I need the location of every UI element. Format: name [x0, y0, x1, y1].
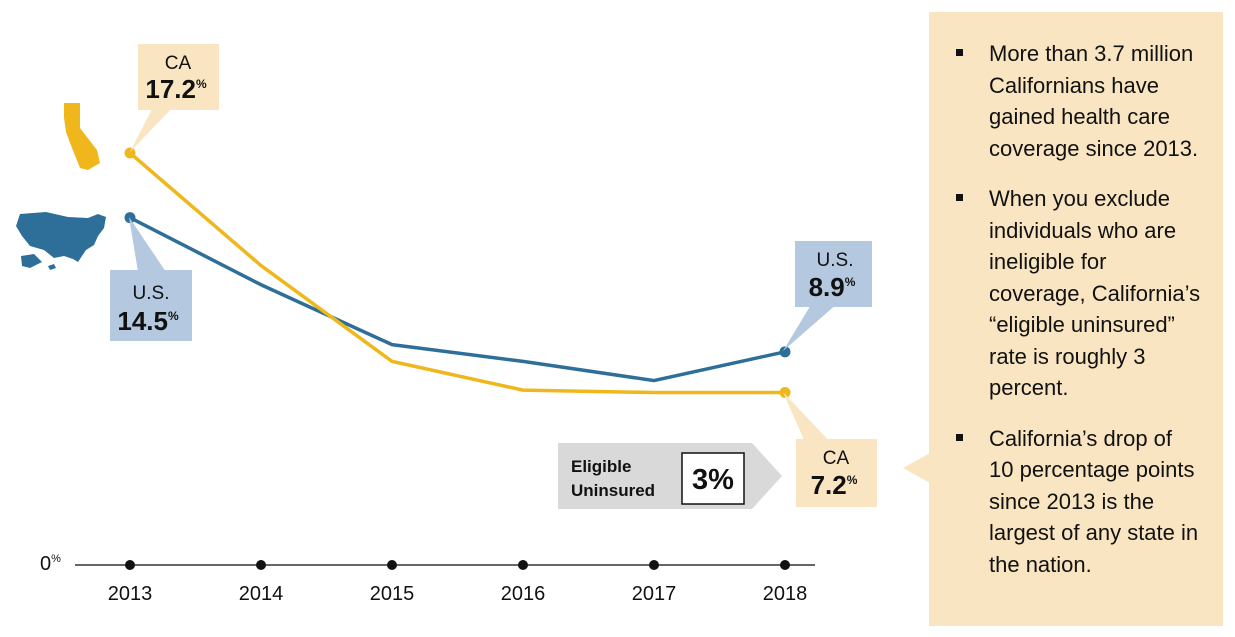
us-end-callout-value: 8.9% [809, 272, 856, 302]
x-tick-label-2016: 2016 [501, 583, 546, 605]
x-tick-dot-2018 [780, 560, 790, 570]
x-tick-dot-2016 [518, 560, 528, 570]
us-start-callout-label: U.S. [133, 283, 170, 304]
series-line-us [129, 216, 786, 383]
bullet-icon [956, 49, 963, 56]
us-start-callout-pointer [129, 217, 166, 272]
eligible-uninsured-label-line2: Uninsured [571, 481, 655, 500]
data-point-ca-2013 [124, 147, 136, 159]
x-tick-dot-2017 [649, 560, 659, 570]
data-point-ca-2018 [779, 387, 791, 399]
ca-end-callout-pointer [783, 392, 830, 442]
california-map-icon [64, 103, 100, 170]
us-end-callout-label: U.S. [817, 250, 854, 271]
usa-map-icon [16, 212, 106, 270]
x-tick-dot-2015 [387, 560, 397, 570]
x-tick-label-2014: 2014 [239, 583, 284, 605]
bullet-icon [956, 194, 963, 201]
us-end-callout-pointer [783, 303, 838, 351]
eligible-uninsured-value: 3% [692, 464, 734, 496]
eligible-uninsured-value-box [681, 452, 745, 505]
key-fact-text: California’s drop of 10 percentage point… [989, 425, 1199, 577]
ca-start-callout-value: 17.2% [145, 74, 207, 104]
x-tick-dot-2014 [256, 560, 266, 570]
key-facts-panel: More than 3.7 million Californians have … [929, 12, 1223, 626]
key-fact-text: When you exclude individuals who are ine… [989, 186, 1201, 400]
ca-start-callout [138, 44, 219, 110]
eligible-uninsured-label-line1: Eligible [571, 457, 631, 476]
zero-label: 0% [40, 553, 61, 575]
ca-end-callout-label: CA [823, 448, 850, 469]
key-fact-item: When you exclude individuals who are ine… [954, 183, 1201, 404]
us-start-callout [110, 270, 192, 341]
data-point-us-2018 [779, 346, 791, 358]
key-fact-text: More than 3.7 million Californians have … [989, 41, 1199, 161]
ca-end-callout-value: 7.2% [811, 470, 858, 500]
x-tick-label-2018: 2018 [763, 583, 808, 605]
ca-start-callout-pointer [130, 107, 173, 152]
side-panel-pointer [903, 453, 930, 483]
key-fact-item: More than 3.7 million Californians have … [954, 38, 1201, 164]
uninsured-rate-chart: 0% 2013 2014 2015 2016 2017 2018 CA 17.2% U.S… [16, 44, 877, 605]
x-tick-label-2017: 2017 [632, 583, 677, 605]
key-fact-item: California’s drop of 10 percentage point… [954, 423, 1201, 581]
us-start-callout-value: 14.5% [117, 306, 179, 336]
x-tick-dot-2013 [125, 560, 135, 570]
data-point-us-2013 [124, 212, 136, 224]
x-tick-label-2013: 2013 [108, 583, 153, 605]
x-tick-label-2015: 2015 [370, 583, 415, 605]
ca-start-callout-label: CA [165, 53, 192, 74]
us-end-callout [795, 241, 872, 307]
bullet-icon [956, 433, 963, 441]
ca-end-callout [796, 439, 877, 507]
series-line-ca [128, 151, 785, 395]
